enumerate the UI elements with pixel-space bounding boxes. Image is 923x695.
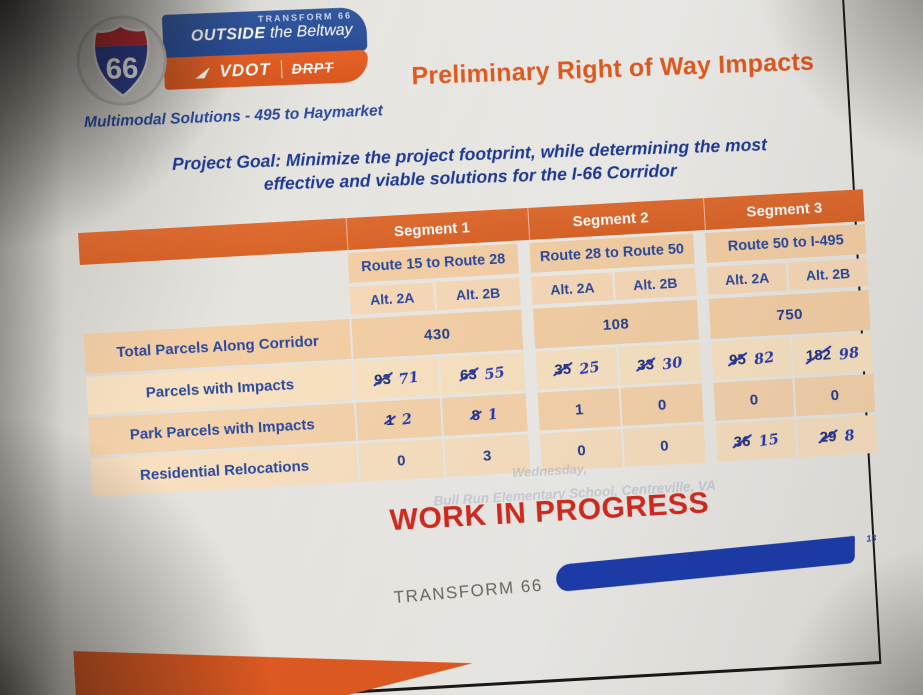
printed-value: 0 <box>396 451 406 470</box>
alt-header: Alt. 2B <box>614 267 697 301</box>
interstate-66-shield-icon: 66 <box>71 9 173 111</box>
printed-value: 0 <box>830 386 840 404</box>
table-cell: 36 15 <box>715 419 797 462</box>
printed-value: 95 <box>728 350 747 369</box>
handwritten-value: 15 <box>757 430 780 450</box>
table-cell: 33 30 <box>618 342 702 386</box>
handwritten-value: 55 <box>483 363 507 383</box>
route-header-1: Route 15 to Route 28 <box>347 243 519 284</box>
table-cell: 35 25 <box>535 347 619 390</box>
alt-header: Alt. 2A <box>706 262 788 295</box>
route-header-3: Route 50 to I-495 <box>705 224 867 264</box>
page-number: 13 <box>865 532 877 544</box>
alt-header: Alt. 2A <box>349 282 435 315</box>
printed-value: 36 <box>733 432 751 451</box>
route-header-2: Route 28 to Route 50 <box>529 233 695 273</box>
printed-value: 1 <box>385 411 395 429</box>
table-cell: 93 71 <box>353 357 440 400</box>
handwritten-value: 25 <box>578 357 601 378</box>
handwritten-value: 1 <box>486 405 500 424</box>
shield-number: 66 <box>105 52 139 86</box>
table-cell: 0 <box>794 373 876 417</box>
transform66-banner: TRANSFORM 66 OUTSIDE the Beltway VDOT DR… <box>161 6 369 91</box>
printed-value: 0 <box>576 441 587 460</box>
handwritten-value: 98 <box>837 343 861 364</box>
drpt-logo: DRPT <box>291 59 335 77</box>
table-cell: 0 <box>620 383 704 426</box>
printed-value: 1 <box>574 400 584 419</box>
handwritten-value: 8 <box>843 426 856 445</box>
printed-value: 0 <box>659 436 669 455</box>
printed-value: 182 <box>805 345 832 365</box>
printed-value: 0 <box>749 390 759 409</box>
handwritten-value: 82 <box>752 348 776 368</box>
banner-orange-section: VDOT DRPT <box>163 49 369 90</box>
handwritten-value: 30 <box>660 353 684 373</box>
alt-header: Alt. 2B <box>435 277 521 311</box>
total-value-seg1: 430 <box>351 309 524 359</box>
total-value-seg2: 108 <box>532 299 699 349</box>
printed-value: 93 <box>373 370 392 389</box>
handwritten-value: 2 <box>400 409 414 429</box>
table-cell: 95 82 <box>711 337 793 380</box>
handwritten-value: 71 <box>397 367 421 388</box>
total-value-seg3: 750 <box>708 290 871 339</box>
printed-value: 33 <box>636 355 655 374</box>
table-cell: 1 <box>537 388 621 431</box>
printed-value: 29 <box>819 427 837 446</box>
alt-header: Alt. 2B <box>787 258 869 291</box>
logo-divider <box>280 60 283 79</box>
printed-value: 3 <box>482 446 492 465</box>
table-cell: 63 55 <box>439 352 526 396</box>
alt-header: Alt. 2A <box>531 272 614 305</box>
impacts-table: Segment 1 Segment 2 Segment 3 Route 15 t… <box>78 189 878 497</box>
table-cell: 29 8 <box>796 414 878 458</box>
printed-value: 8 <box>471 406 481 424</box>
table-cell: 0 <box>713 378 795 421</box>
printed-value: 0 <box>657 396 667 414</box>
printed-value: 63 <box>459 365 478 384</box>
vdot-logo-mark-icon <box>195 66 211 79</box>
printed-value: 35 <box>554 360 572 379</box>
table-cell: 182 98 <box>791 332 873 376</box>
table-cell: 0 <box>358 439 445 482</box>
vdot-logo: VDOT <box>219 59 272 81</box>
table-cell: 0 <box>622 424 706 467</box>
